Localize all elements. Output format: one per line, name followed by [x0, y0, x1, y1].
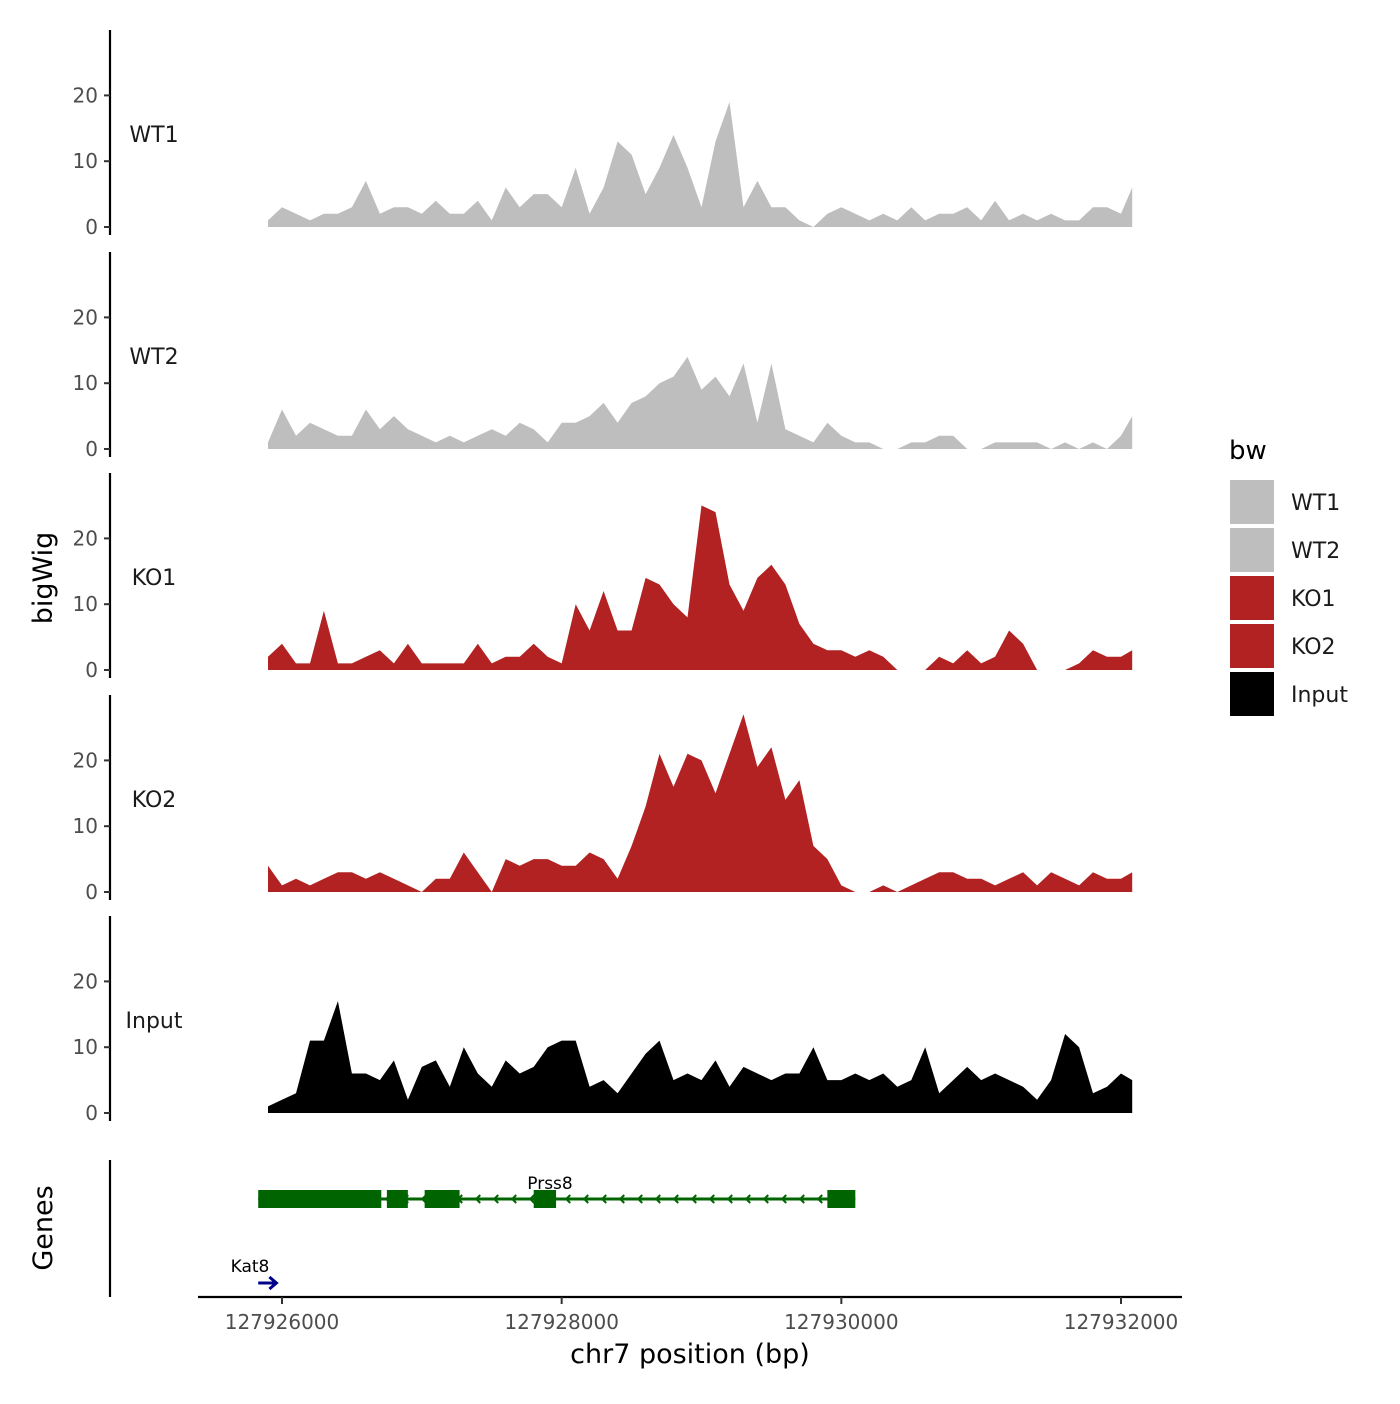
- legend-item-wt2: WT2: [1230, 528, 1340, 572]
- gene-exon: [258, 1190, 382, 1208]
- y-tick-label: 10: [73, 371, 98, 395]
- y-tick-label: 20: [73, 969, 98, 993]
- x-tick-label: 127932000: [1064, 1310, 1179, 1334]
- strand-arrow: [672, 1194, 679, 1204]
- gene-exon: [533, 1190, 557, 1208]
- track-wt1: 0 10 20 WT1: [73, 30, 1133, 239]
- track-ko1: 0 10 20 KO1: [73, 473, 1133, 682]
- strand-arrow: [564, 1194, 571, 1204]
- strand-arrow: [600, 1194, 607, 1204]
- legend-swatch: [1230, 528, 1274, 572]
- gene-exon: [827, 1190, 856, 1208]
- coverage-area-input: [268, 1001, 1133, 1113]
- strand-arrow: [816, 1194, 823, 1204]
- coverage-tracks: 0 10 20 WT1 0 10 20 WT2 0 10 20 KO1 0 10 20 KO2 0 10 20 Inp…: [73, 30, 1133, 1125]
- strand-arrow: [780, 1194, 787, 1204]
- legend-label: WT1: [1291, 491, 1340, 516]
- x-tick-label: 127926000: [225, 1310, 340, 1334]
- y-tick-label: 10: [73, 1035, 98, 1059]
- legend-swatch: [1230, 480, 1274, 524]
- y-tick-label: 0: [85, 658, 98, 682]
- y-tick-label: 0: [85, 437, 98, 461]
- legend-item-wt1: WT1: [1230, 480, 1340, 524]
- y-tick-label: 20: [73, 748, 98, 772]
- y-tick-label: 0: [85, 215, 98, 239]
- legend-label: KO1: [1291, 587, 1336, 612]
- coverage-area-wt1: [268, 102, 1133, 227]
- y-tick-label: 20: [73, 526, 98, 550]
- legend-item-ko1: KO1: [1230, 576, 1336, 620]
- strand-arrow: [528, 1194, 535, 1204]
- strand-arrow: [708, 1194, 715, 1204]
- strand-arrow: [690, 1194, 697, 1204]
- track-ko2: 0 10 20 KO2: [73, 695, 1133, 904]
- x-axis-title: chr7 position (bp): [570, 1339, 810, 1370]
- strand-arrow: [618, 1194, 625, 1204]
- track-label: WT2: [129, 345, 178, 370]
- gene-kat8: Kat8: [231, 1257, 279, 1291]
- legend: bw WT1 WT2 KO1 KO2 Input: [1229, 436, 1348, 716]
- track-input: 0 10 20 Input: [73, 916, 1133, 1125]
- gene-label: Kat8: [231, 1257, 270, 1277]
- gene-label: Prss8: [527, 1174, 572, 1194]
- legend-item-ko2: KO2: [1230, 624, 1336, 668]
- strand-arrow: [654, 1194, 661, 1204]
- strand-arrow: [492, 1194, 499, 1204]
- legend-label: Input: [1291, 683, 1348, 708]
- strand-arrow: [636, 1194, 643, 1204]
- y-tick-label: 10: [73, 592, 98, 616]
- coverage-area-ko1: [268, 505, 1133, 670]
- y-axis-title: bigWig: [28, 532, 59, 625]
- strand-arrow: [762, 1194, 769, 1204]
- x-axis: 127926000 127928000 127930000 127932000: [198, 1295, 1182, 1334]
- strand-arrow: [798, 1194, 805, 1204]
- gene-prss8: Prss8: [258, 1174, 856, 1208]
- track-label: KO1: [132, 566, 177, 591]
- strand-arrow: [510, 1194, 517, 1204]
- strand-arrow: [268, 1275, 279, 1291]
- legend-swatch: [1230, 672, 1274, 716]
- track-label: WT1: [129, 123, 178, 148]
- gene-exon: [386, 1190, 408, 1208]
- legend-swatch: [1230, 576, 1274, 620]
- track-wt2: 0 10 20 WT2: [73, 252, 1133, 461]
- coverage-area-wt2: [268, 356, 1133, 449]
- legend-swatch: [1230, 624, 1274, 668]
- legend-item-input: Input: [1230, 672, 1348, 716]
- legend-label: KO2: [1291, 635, 1336, 660]
- y-tick-label: 10: [73, 814, 98, 838]
- y-tick-label: 20: [73, 305, 98, 329]
- coverage-area-ko2: [268, 714, 1133, 892]
- y-tick-label: 0: [85, 1101, 98, 1125]
- gene-track: Prss8 Kat8: [108, 1160, 856, 1297]
- y-tick-label: 0: [85, 880, 98, 904]
- track-label: KO2: [132, 788, 177, 813]
- strand-arrow: [582, 1194, 589, 1204]
- genes-axis-title: Genes: [28, 1185, 59, 1270]
- x-tick-label: 127930000: [784, 1310, 899, 1334]
- legend-label: WT2: [1291, 539, 1340, 564]
- y-tick-label: 10: [73, 149, 98, 173]
- gene-exon: [424, 1190, 460, 1208]
- strand-arrow: [474, 1194, 481, 1204]
- strand-arrow: [744, 1194, 751, 1204]
- strand-arrow: [726, 1194, 733, 1204]
- x-tick-label: 127928000: [504, 1310, 619, 1334]
- legend-title: bw: [1229, 436, 1267, 466]
- track-label: Input: [126, 1009, 183, 1034]
- y-tick-label: 20: [73, 83, 98, 107]
